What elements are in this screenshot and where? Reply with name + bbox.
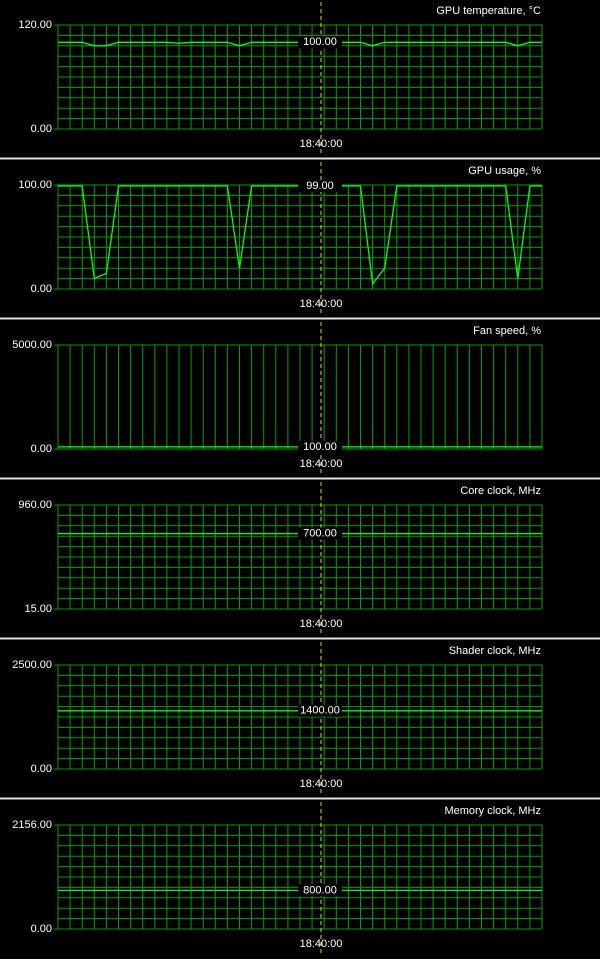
current-value: 700.00 (303, 528, 337, 540)
separator (0, 157, 600, 160)
y-tick-label: 15.00 (24, 603, 52, 615)
panel-title: Fan speed, % (473, 325, 541, 337)
panel-title: Shader clock, MHz (449, 645, 541, 657)
panel-title: GPU temperature, °C (436, 5, 541, 17)
time-label: 18:40:00 (300, 938, 343, 950)
y-tick-label: 5000.00 (12, 339, 52, 351)
current-value-box (298, 527, 342, 540)
y-tick-label: 120.00 (18, 19, 52, 31)
separator (0, 477, 600, 480)
panel-title: Memory clock, MHz (444, 805, 541, 817)
current-value-box (298, 884, 342, 897)
current-value: 100.00 (303, 441, 337, 453)
y-tick-label: 0.00 (31, 923, 52, 935)
y-tick-label: 2156.00 (12, 819, 52, 831)
y-tick-label: 100.00 (18, 179, 52, 191)
current-value: 100.00 (303, 36, 337, 48)
separator (0, 637, 600, 640)
current-value: 800.00 (303, 884, 337, 896)
separator (0, 797, 600, 800)
y-tick-label: 2500.00 (12, 659, 52, 671)
time-label: 18:40:00 (300, 138, 343, 150)
current-value-box (298, 440, 342, 453)
current-value-box (298, 36, 342, 49)
time-label: 18:40:00 (300, 618, 343, 630)
y-tick-label: 0.00 (31, 283, 52, 295)
current-value: 99.00 (306, 180, 334, 192)
y-tick-label: 960.00 (18, 499, 52, 511)
panel-title: Core clock, MHz (460, 485, 541, 497)
current-value-box (298, 704, 342, 717)
time-label: 18:40:00 (300, 458, 343, 470)
y-tick-label: 0.00 (31, 123, 52, 135)
time-label: 18:40:00 (300, 778, 343, 790)
y-tick-label: 0.00 (31, 763, 52, 775)
current-value: 1400.00 (300, 705, 340, 717)
time-label: 18:40:00 (300, 298, 343, 310)
separator (0, 317, 600, 320)
current-value-box (298, 180, 342, 193)
panel-title: GPU usage, % (468, 165, 541, 177)
y-tick-label: 0.00 (31, 443, 52, 455)
